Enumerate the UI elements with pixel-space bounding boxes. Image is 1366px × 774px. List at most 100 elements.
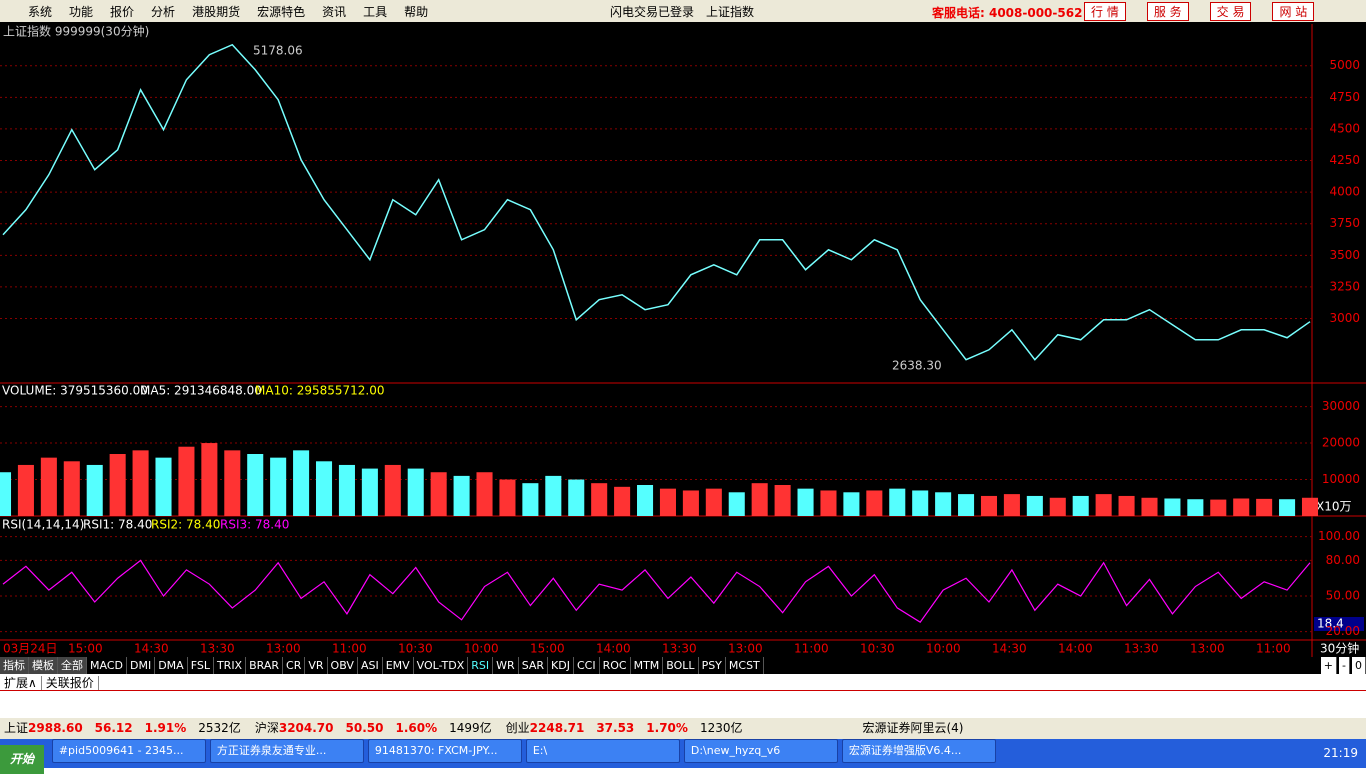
task-button[interactable]: #pid5009641 - 2345...	[51, 739, 206, 763]
bottom-tab[interactable]: 关联报价	[41, 676, 99, 690]
indicator-tab[interactable]: EMV	[383, 657, 414, 674]
zoom-button[interactable]: -	[1339, 657, 1350, 674]
rsi2-label: RSI2: 78.40	[151, 518, 220, 532]
ma5-label: MA5: 291346848.00	[140, 384, 262, 398]
index-change: 37.53	[596, 721, 635, 735]
indicator-tab[interactable]: 指标	[0, 657, 29, 674]
indicator-tab[interactable]: RSI	[468, 657, 494, 674]
x-label: 10:30	[860, 642, 895, 656]
indicator-tab[interactable]: FSL	[188, 657, 214, 674]
bottom-tabs: 扩展∧ 关联报价	[0, 674, 1366, 691]
volume-bar	[614, 486, 631, 516]
menu-item[interactable]: 工具	[363, 5, 388, 19]
indicator-tab[interactable]: ROC	[600, 657, 631, 674]
volume-bar	[109, 454, 126, 516]
volume-bar	[935, 492, 952, 516]
indicator-tab[interactable]: SAR	[519, 657, 549, 674]
volume-bar	[132, 450, 149, 516]
volume-bar	[820, 490, 837, 516]
indicator-tab[interactable]: MTM	[631, 657, 664, 674]
volume-bar	[1210, 499, 1227, 516]
volume-bar	[17, 464, 34, 516]
volume-bar	[338, 464, 355, 516]
task-button[interactable]: D:\new_hyzq_v6	[683, 739, 838, 763]
menu-bar: 系统 功能 报价 分析 港股期货 宏源特色 资讯 工具 帮助 闪电交易已登录 上证指数 客服电话…	[0, 0, 1366, 23]
indicator-tab[interactable]: OBV	[328, 657, 358, 674]
menu-item[interactable]: 系统	[28, 5, 53, 19]
indicator-tab[interactable]: WR	[493, 657, 519, 674]
indicator-tab[interactable]: BOLL	[663, 657, 699, 674]
volume-bar	[889, 488, 906, 516]
indicator-tab[interactable]: DMA	[155, 657, 188, 674]
menu-button[interactable]: 行 情	[1084, 2, 1126, 21]
x-label: 15:00	[530, 642, 565, 656]
ma10-label: MA10: 295855712.00	[255, 384, 385, 398]
indicator-tab[interactable]: DMI	[127, 657, 156, 674]
zoom-button[interactable]: 0	[1352, 657, 1366, 674]
menu-item[interactable]: 宏源特色	[257, 5, 306, 19]
menu-buttons: 行 情服 务交 易网 站	[1080, 2, 1331, 21]
x-label: 10:30	[398, 642, 433, 656]
index-amount: 1499亿	[449, 721, 492, 735]
indicator-tab[interactable]: TRIX	[214, 657, 247, 674]
price-line	[2, 43, 1311, 361]
x-label: 10:00	[464, 642, 499, 656]
index-price: 2988.60	[28, 721, 83, 735]
bottom-tab[interactable]: 扩展∧	[0, 676, 42, 690]
index-name: 创业	[505, 721, 530, 735]
x-label: 13:00	[266, 642, 301, 656]
volume-bar	[522, 483, 539, 516]
task-button[interactable]: 宏源证券增强版V6.4...	[841, 739, 996, 763]
menu-item[interactable]: 分析	[151, 5, 176, 19]
zoom-button[interactable]: +	[1320, 657, 1338, 674]
index-percent: 1.70%	[646, 721, 688, 735]
menu-item[interactable]: 功能	[69, 5, 94, 19]
indicator-tab[interactable]: VOL-TDX	[414, 657, 469, 674]
volume-bar	[1003, 494, 1020, 516]
task-button[interactable]: 方正证券泉友通专业...	[209, 739, 364, 763]
indicator-tab[interactable]: MACD	[87, 657, 127, 674]
indicator-tab[interactable]: 全部	[58, 657, 87, 674]
volume-bar	[1301, 497, 1319, 516]
x-label: 10:00	[926, 642, 961, 656]
menu-item[interactable]: 帮助	[404, 5, 429, 19]
volume-bar	[1233, 498, 1250, 516]
task-list: #pid5009641 - 2345... 方正证券泉友通专业... 9148137…	[48, 739, 996, 766]
indicator-tab[interactable]: VR	[305, 657, 328, 674]
x-label: 14:30	[992, 642, 1027, 656]
menu-item[interactable]: 报价	[110, 5, 135, 19]
y-tick-label: 80.00	[1326, 553, 1360, 567]
index-change: 50.50	[345, 721, 384, 735]
price-title: 上证指数 999999(30分钟)	[3, 24, 149, 39]
volume-unit: X10万	[1316, 500, 1352, 514]
menu-button[interactable]: 交 易	[1209, 2, 1252, 21]
indicator-tab[interactable]: PSY	[699, 657, 726, 674]
menu-button[interactable]: 服 务	[1146, 2, 1189, 21]
volume-bar	[224, 450, 241, 516]
task-button[interactable]: E:\	[525, 739, 680, 763]
task-button[interactable]: 91481370: FXCM-JPY...	[367, 739, 522, 763]
volume-bar	[476, 472, 493, 516]
index-percent: 1.60%	[395, 721, 438, 735]
indicator-tab[interactable]: ASI	[358, 657, 383, 674]
volume-bar	[430, 472, 447, 516]
indicator-tab[interactable]: KDJ	[548, 657, 574, 674]
y-tick-label: 5000	[1329, 58, 1360, 72]
menu-button[interactable]: 网 站	[1272, 2, 1315, 21]
volume-bar	[866, 490, 883, 516]
rsi-line	[2, 559, 1311, 623]
indicator-tab[interactable]: CCI	[574, 657, 600, 674]
volume-bar	[1072, 495, 1089, 516]
indicator-tab[interactable]: 模板	[29, 657, 58, 674]
menu-item[interactable]: 资讯	[322, 5, 347, 19]
menu-item[interactable]: 港股期货	[192, 5, 241, 19]
indicator-tab[interactable]: MCST	[726, 657, 764, 674]
indicator-tab[interactable]: CR	[283, 657, 306, 674]
index-price: 2248.71	[529, 721, 585, 735]
index-amount: 2532亿	[198, 721, 241, 735]
volume-bar	[843, 492, 860, 516]
volume-bar	[1187, 499, 1204, 516]
chart-bg	[0, 22, 1366, 657]
start-button[interactable]: 开始	[0, 745, 45, 774]
indicator-tab[interactable]: BRAR	[246, 657, 284, 674]
